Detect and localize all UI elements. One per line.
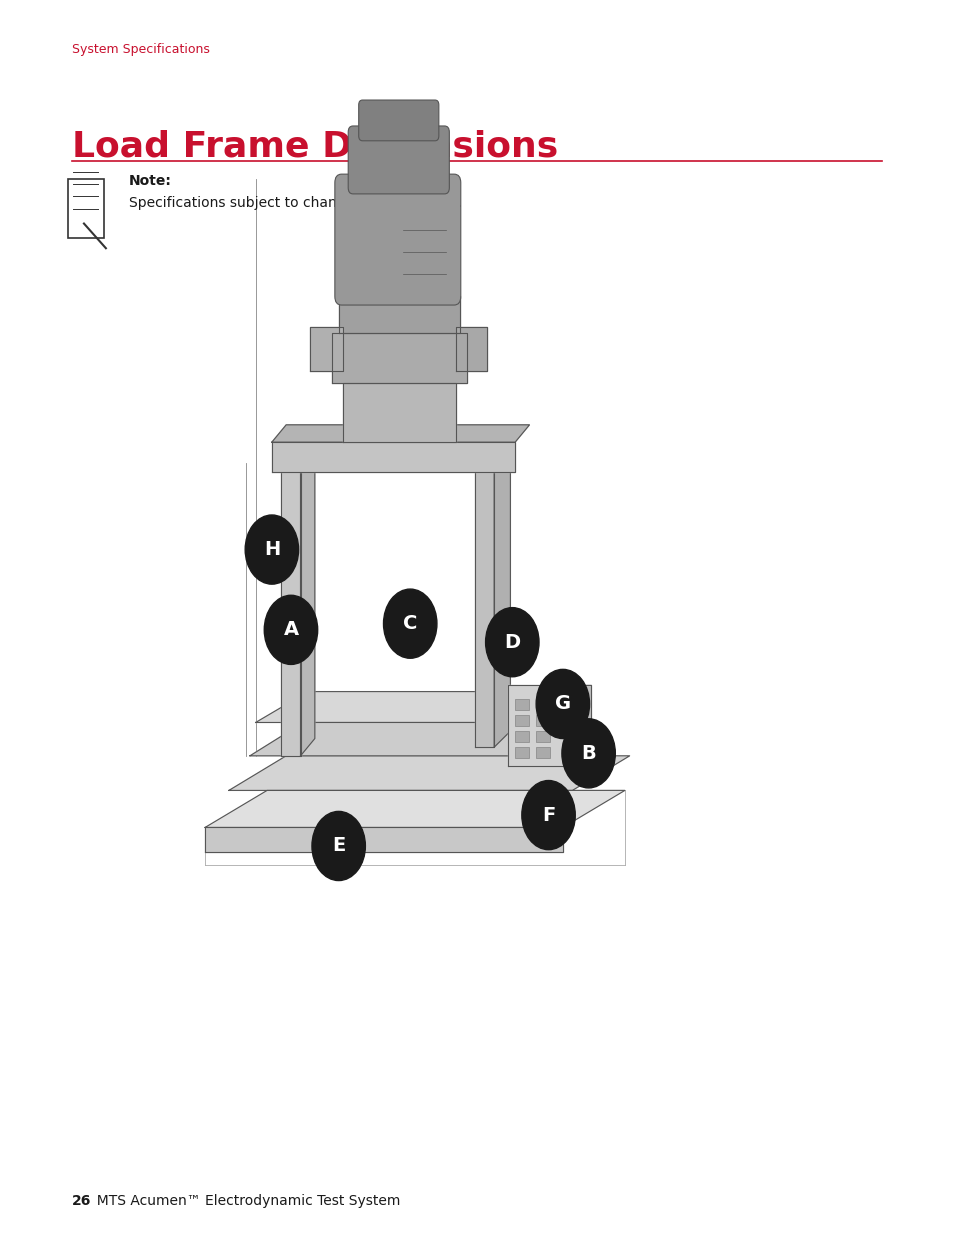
Text: Load Frame Dimensions: Load Frame Dimensions	[71, 130, 558, 164]
FancyBboxPatch shape	[536, 699, 549, 710]
FancyBboxPatch shape	[68, 179, 104, 238]
FancyBboxPatch shape	[536, 747, 549, 758]
Polygon shape	[255, 692, 579, 722]
FancyBboxPatch shape	[515, 715, 528, 726]
Polygon shape	[300, 463, 314, 756]
Circle shape	[383, 589, 436, 658]
Polygon shape	[205, 790, 624, 827]
Text: Note:: Note:	[129, 174, 172, 188]
Polygon shape	[564, 685, 591, 766]
Polygon shape	[310, 327, 343, 370]
Text: F: F	[541, 805, 555, 825]
Polygon shape	[343, 383, 456, 442]
Circle shape	[521, 781, 575, 850]
Text: G: G	[555, 694, 570, 714]
Circle shape	[264, 595, 317, 664]
Polygon shape	[456, 327, 486, 370]
Text: E: E	[332, 836, 345, 856]
Polygon shape	[272, 425, 529, 442]
Polygon shape	[332, 333, 467, 383]
FancyBboxPatch shape	[348, 126, 449, 194]
FancyBboxPatch shape	[515, 731, 528, 742]
Text: H: H	[263, 540, 280, 559]
Circle shape	[312, 811, 365, 881]
Polygon shape	[229, 756, 629, 790]
Polygon shape	[338, 296, 459, 333]
Text: 26: 26	[71, 1194, 91, 1208]
Text: System Specifications: System Specifications	[71, 43, 210, 57]
Polygon shape	[507, 685, 564, 766]
Circle shape	[561, 719, 615, 788]
Polygon shape	[281, 463, 300, 756]
Circle shape	[485, 608, 538, 677]
Text: B: B	[580, 743, 596, 763]
Circle shape	[245, 515, 298, 584]
FancyBboxPatch shape	[335, 174, 460, 305]
FancyBboxPatch shape	[358, 100, 438, 141]
Polygon shape	[272, 442, 515, 472]
FancyBboxPatch shape	[515, 699, 528, 710]
Text: Specifications subject to change without notice.: Specifications subject to change without…	[129, 196, 461, 210]
FancyBboxPatch shape	[536, 715, 549, 726]
Circle shape	[536, 669, 589, 739]
Text: C: C	[402, 614, 417, 634]
Text: A: A	[283, 620, 298, 640]
Polygon shape	[250, 722, 586, 756]
FancyBboxPatch shape	[536, 731, 549, 742]
Text: D: D	[504, 632, 519, 652]
Polygon shape	[475, 463, 494, 747]
Text: MTS Acumen™ Electrodynamic Test System: MTS Acumen™ Electrodynamic Test System	[88, 1194, 399, 1208]
FancyBboxPatch shape	[515, 747, 528, 758]
Polygon shape	[494, 463, 510, 747]
Polygon shape	[205, 827, 562, 852]
